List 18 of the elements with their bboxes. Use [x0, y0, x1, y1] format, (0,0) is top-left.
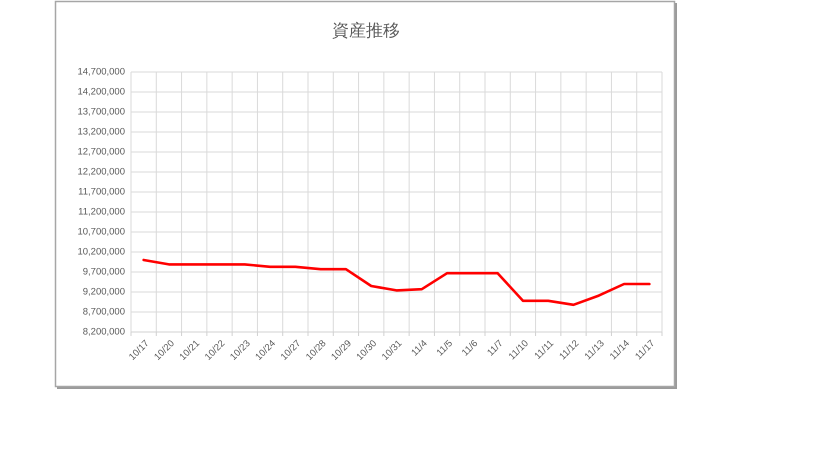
y-tick-label: 13,700,000 [77, 106, 125, 118]
y-tick-label: 8,200,000 [82, 326, 125, 338]
y-tick-label: 13,200,000 [77, 126, 125, 138]
y-tick-label: 9,200,000 [82, 286, 125, 298]
y-tick-label: 10,200,000 [77, 246, 125, 258]
y-tick-label: 12,700,000 [77, 146, 125, 158]
chart-title: 資産推移 [332, 21, 400, 40]
y-tick-label: 8,700,000 [82, 306, 125, 318]
line-series [142, 258, 651, 306]
y-tick-label: 10,700,000 [77, 226, 125, 238]
x-tick-label: 11/4 [409, 338, 430, 358]
y-tick-label: 9,700,000 [82, 266, 125, 278]
y-tick-label: 14,200,000 [77, 86, 125, 98]
y-tick-label: 12,200,000 [77, 166, 125, 178]
x-tick-label: 11/6 [460, 338, 480, 358]
y-tick-label: 11,200,000 [78, 206, 125, 218]
y-tick-label: 11,700,000 [78, 186, 125, 198]
y-tick-label: 14,700,000 [77, 66, 125, 78]
